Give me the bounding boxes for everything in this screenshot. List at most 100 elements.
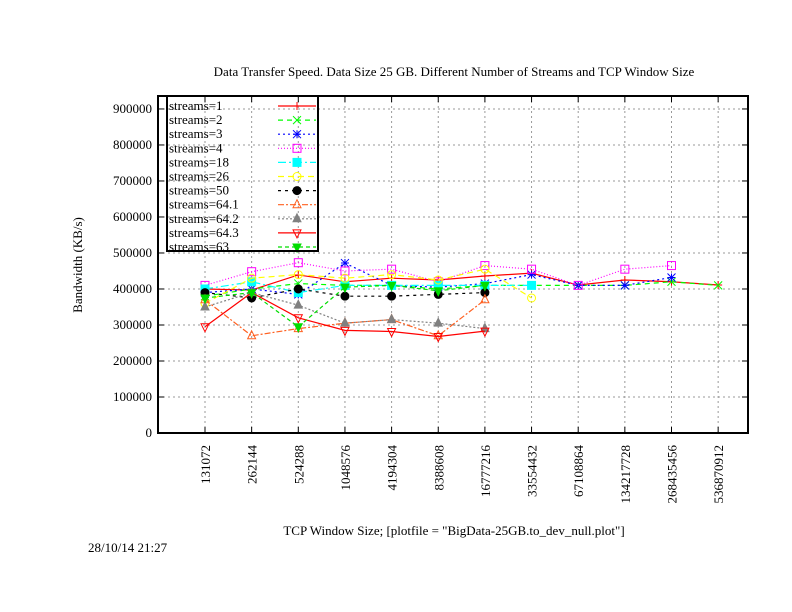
x-tick-label: 268435456 [665,445,680,504]
marker-box [620,264,630,274]
marker-circle [387,291,397,301]
marker-box [293,258,303,268]
y-tick-label: 300000 [113,317,152,332]
marker-circle [340,291,350,301]
legend-label: streams=50 [169,183,229,198]
y-tick-label: 100000 [113,389,152,404]
marker-cross [713,281,723,290]
marker-triangle [433,317,444,327]
marker-triangle [200,300,210,311]
marker-inverted-triangle [293,314,304,324]
marker-inverted-triangle [246,289,257,299]
legend-label: streams=64.2 [169,211,239,226]
marker-circle [433,275,443,285]
series-line [204,262,672,296]
plot-border [157,95,749,434]
x-tick-label: 8388608 [431,445,446,491]
y-tick-label: 700000 [113,173,152,188]
marker-circle [293,270,303,280]
y-tick-label: 800000 [113,137,152,152]
marker-triangle [433,329,444,340]
marker-inverted-triangle [293,323,304,333]
legend-label: streams=2 [169,112,223,127]
x-tick-label: 33554432 [525,445,540,497]
series-line [204,281,532,294]
x-tick-label: 16777216 [478,445,493,498]
legend-label: streams=18 [169,154,229,169]
legend-label: streams=64.1 [169,197,239,212]
marker-inverted-triangle [480,327,490,338]
marker-inverted-triangle [433,287,444,297]
x-axis-label: TCP Window Size; [plotfile = "BigData-25… [283,523,624,538]
marker-star [620,281,630,290]
x-tick-label: 1048576 [338,445,353,491]
marker-inverted-triangle [433,333,444,343]
marker-star [667,273,676,282]
marker-box [527,264,537,274]
series-line [204,268,532,304]
marker-star [527,270,536,279]
marker-box [387,264,397,274]
marker-box [247,267,257,277]
marker-triangle [293,299,304,309]
marker-inverted-triangle [480,281,490,292]
marker-inverted-triangle [292,229,302,240]
marker-circle [387,270,397,280]
y-tick-label: 400000 [113,281,152,296]
marker-circle [247,273,257,283]
marker-cross [667,277,676,287]
y-tick-label: 0 [146,425,153,440]
x-tick-label: 131072 [198,445,213,484]
y-tick-label: 600000 [113,209,152,224]
legend-label: streams=4 [169,140,223,155]
marker-triangle [292,212,302,223]
marker-cross [292,115,302,125]
marker-box [292,157,302,167]
marker-circle [292,172,302,181]
x-tick-label: 4194304 [385,445,400,491]
marker-circle [292,186,302,196]
marker-inverted-triangle [386,281,397,292]
marker-box [340,266,350,276]
y-tick-label: 900000 [113,101,152,116]
marker-inverted-triangle [340,326,350,337]
x-tick-label: 536870912 [711,445,726,504]
marker-plus [293,102,301,110]
legend-label: streams=1 [169,98,223,113]
marker-inverted-triangle [200,323,210,333]
series-line [204,281,719,297]
marker-circle [527,293,537,303]
y-tick-label: 500000 [113,245,152,260]
legend-label: streams=3 [169,126,223,141]
marker-inverted-triangle [386,327,397,338]
marker-triangle [480,293,490,304]
marker-star [340,258,350,268]
marker-inverted-triangle [200,294,210,305]
marker-circle [340,273,350,283]
series-line [204,272,719,291]
marker-inverted-triangle [292,243,302,254]
marker-box [527,280,537,290]
marker-triangle [292,198,302,209]
marker-box [292,143,302,153]
marker-circle [293,284,303,294]
x-tick-label: 67108864 [571,445,586,498]
marker-triangle [246,329,257,340]
series-streams-63 [200,281,490,333]
marker-triangle [340,317,350,327]
timestamp: 28/10/14 21:27 [88,540,168,555]
legend-box [166,95,319,252]
legend-label: streams=26 [169,169,230,184]
marker-box [573,280,583,290]
marker-box [480,261,490,271]
y-tick-label: 200000 [113,353,152,368]
chart-title: Data Transfer Speed. Data Size 25 GB. Di… [214,64,695,79]
y-axis-label: Bandwidth (KB/s) [70,217,85,313]
marker-triangle [386,313,397,324]
marker-star [292,129,302,139]
marker-box [667,261,676,271]
x-tick-label: 524288 [291,445,306,484]
x-tick-label: 134217728 [618,445,633,504]
